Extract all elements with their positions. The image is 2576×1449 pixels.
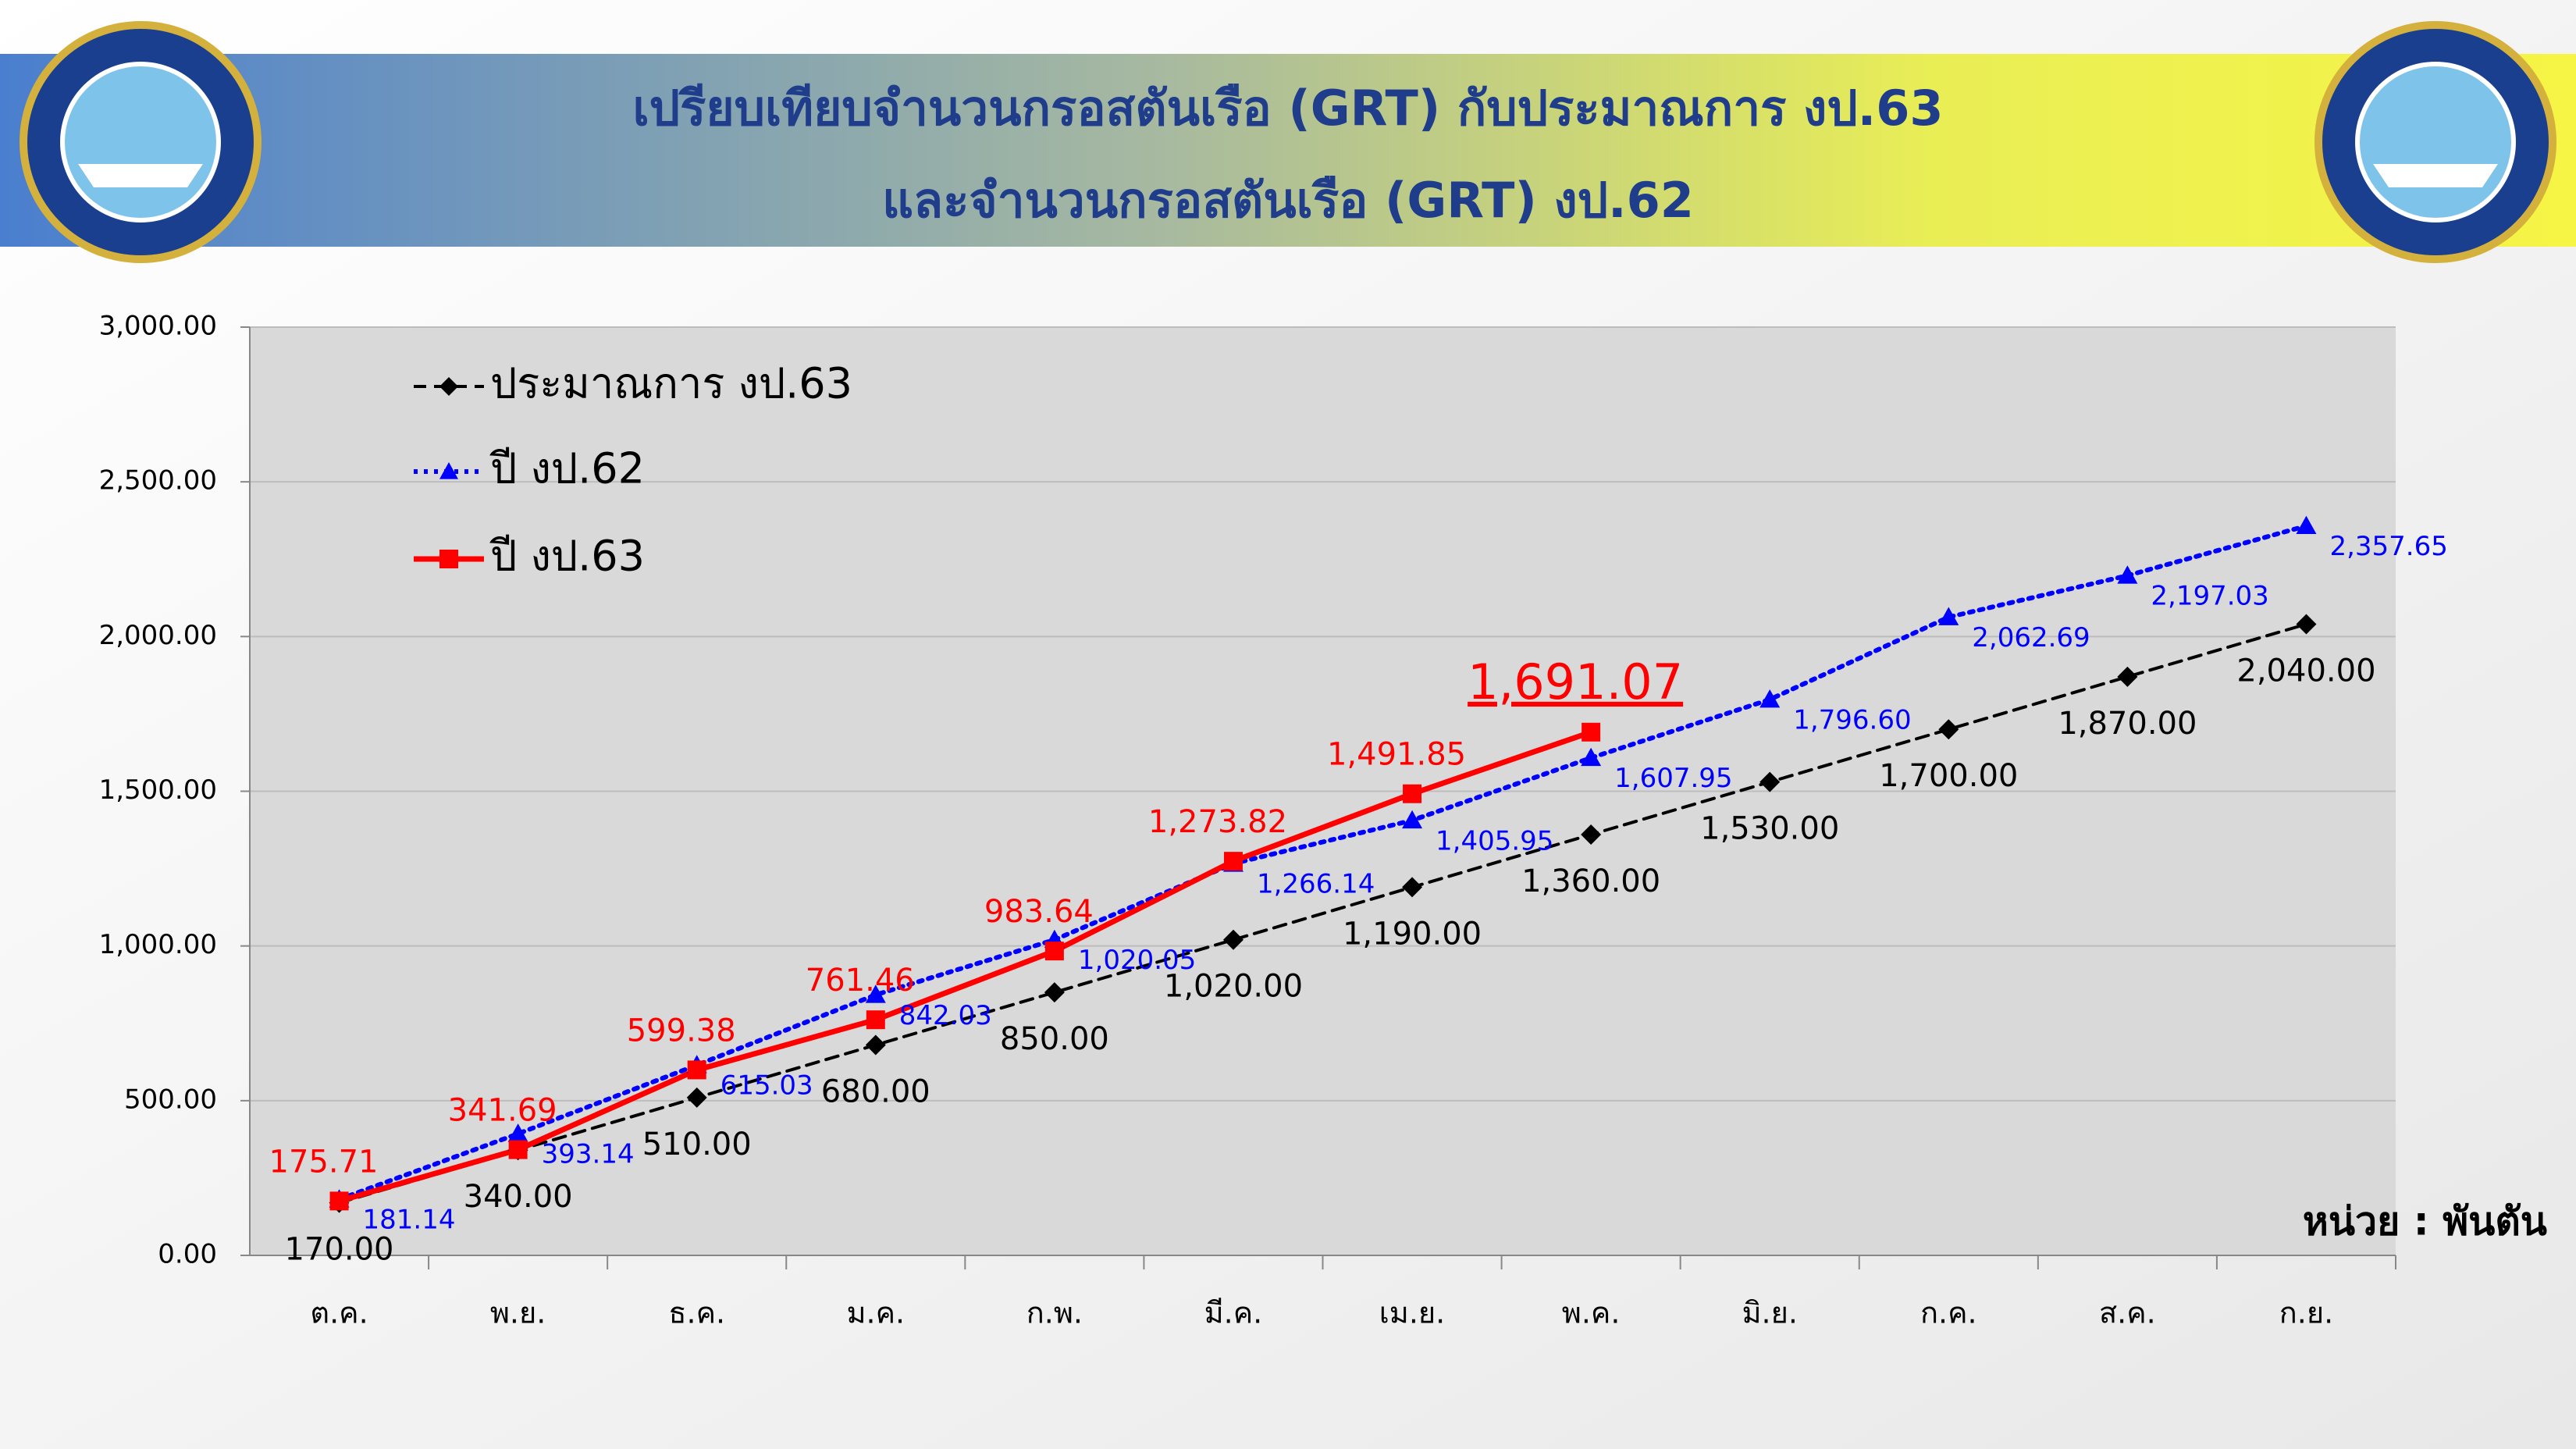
data-label: 983.64 — [984, 894, 1094, 930]
legend-label: ปี งป.63 — [489, 532, 645, 581]
point — [2296, 614, 2317, 635]
point — [1044, 942, 1064, 961]
data-label: 510.00 — [642, 1127, 752, 1162]
point — [865, 984, 886, 1003]
series-line — [336, 523, 2309, 1202]
point — [2117, 666, 2138, 687]
x-tick-label: เม.ย. — [1379, 1296, 1445, 1330]
point — [1402, 810, 1423, 829]
point — [865, 1034, 886, 1056]
point — [1223, 852, 1243, 871]
data-label: 2,040.00 — [2236, 653, 2375, 689]
x-tick-label: ก.พ. — [1026, 1296, 1083, 1330]
x-tick-label: มี.ค. — [1204, 1296, 1263, 1330]
logo-right — [2314, 21, 2556, 263]
data-label: 615.03 — [720, 1070, 813, 1102]
data-label: 1,266.14 — [1257, 869, 1375, 900]
data-label: 393.14 — [542, 1139, 635, 1170]
legend-marker — [439, 377, 458, 396]
data-label: 680.00 — [821, 1073, 930, 1109]
point — [1938, 719, 1959, 740]
y-tick-label: 500.00 — [124, 1084, 217, 1115]
data-label: 1,700.00 — [1879, 758, 2018, 794]
data-label: 340.00 — [464, 1179, 573, 1215]
series-line — [337, 622, 2308, 1205]
point — [1402, 877, 1423, 898]
x-tick-label: ส.ค. — [2099, 1296, 2156, 1330]
data-label: 1,796.60 — [1793, 704, 1911, 735]
legend-marker — [439, 550, 458, 568]
point — [1581, 824, 1602, 845]
point — [686, 1087, 707, 1108]
point — [866, 1010, 885, 1030]
data-label: 1,360.00 — [1521, 863, 1660, 899]
header-band — [0, 54, 2576, 247]
chart-title: เปรียบเทียบจำนวนกรอสตันเรือ (GRT) กับประ… — [632, 80, 1943, 137]
x-tick-label: ก.ค. — [1920, 1296, 1977, 1330]
y-tick-label: 1,000.00 — [99, 929, 217, 960]
point — [687, 1060, 706, 1080]
series-line — [336, 729, 1594, 1204]
point — [1222, 929, 1244, 950]
data-label: 1,607.95 — [1614, 763, 1732, 794]
data-label: 850.00 — [1000, 1021, 1109, 1057]
data-label: 599.38 — [627, 1013, 736, 1048]
data-label: 1,491.85 — [1327, 737, 1466, 773]
y-tick-label: 2,000.00 — [99, 620, 217, 651]
legend-label: ปี งป.62 — [489, 444, 645, 493]
point — [329, 1191, 349, 1211]
data-label: 341.69 — [448, 1093, 557, 1129]
y-tick-label: 0.00 — [158, 1239, 217, 1270]
data-label: 1,405.95 — [1436, 825, 1553, 856]
point — [1582, 722, 1601, 742]
data-label: 1,273.82 — [1148, 804, 1287, 840]
x-tick-label: มิ.ย. — [1742, 1296, 1797, 1330]
data-label: 761.46 — [806, 963, 915, 999]
data-label: 2,197.03 — [2151, 581, 2268, 612]
y-tick-label: 3,000.00 — [99, 311, 217, 342]
point — [1044, 982, 1065, 1003]
point — [1403, 784, 1422, 803]
data-label: 1,870.00 — [2058, 706, 2197, 742]
data-label: 175.71 — [269, 1144, 379, 1180]
point — [507, 1123, 528, 1142]
logo-left — [20, 21, 262, 263]
x-tick-label: พ.ย. — [490, 1296, 546, 1330]
legend-marker — [439, 462, 458, 479]
point — [1581, 747, 1602, 767]
x-tick-label: ม.ค. — [846, 1296, 905, 1330]
x-tick-label: ต.ค. — [310, 1296, 368, 1330]
data-label: 181.14 — [363, 1205, 456, 1236]
point — [2296, 515, 2317, 534]
x-tick-label: พ.ค. — [1562, 1296, 1621, 1330]
point — [1938, 607, 1959, 625]
data-label: 2,357.65 — [2329, 531, 2447, 562]
point — [1759, 771, 1781, 792]
x-tick-label: ก.ย. — [2279, 1296, 2333, 1330]
data-label: 1,190.00 — [1343, 916, 1482, 952]
unit-annotation: หน่วย : พันตัน — [2303, 1199, 2547, 1244]
legend-label: ประมาณการ งป.63 — [490, 359, 852, 408]
data-label: 170.00 — [285, 1232, 394, 1268]
y-tick-label: 1,500.00 — [99, 774, 217, 806]
data-label: 1,020.05 — [1078, 945, 1196, 976]
data-label: 1,530.00 — [1700, 811, 1839, 847]
point — [1759, 689, 1781, 708]
data-label: 842.03 — [899, 1000, 992, 1031]
chart-subtitle: และจำนวนกรอสตันเรือ (GRT) งป.62 — [882, 172, 1694, 229]
data-label: 1,020.00 — [1164, 969, 1303, 1005]
point — [508, 1140, 528, 1159]
data-label: 2,062.69 — [1972, 622, 2090, 653]
x-tick-label: ธ.ค. — [668, 1296, 725, 1330]
point — [2117, 565, 2138, 584]
y-tick-label: 2,500.00 — [99, 465, 217, 497]
data-label: 1,691.07 — [1468, 653, 1683, 710]
